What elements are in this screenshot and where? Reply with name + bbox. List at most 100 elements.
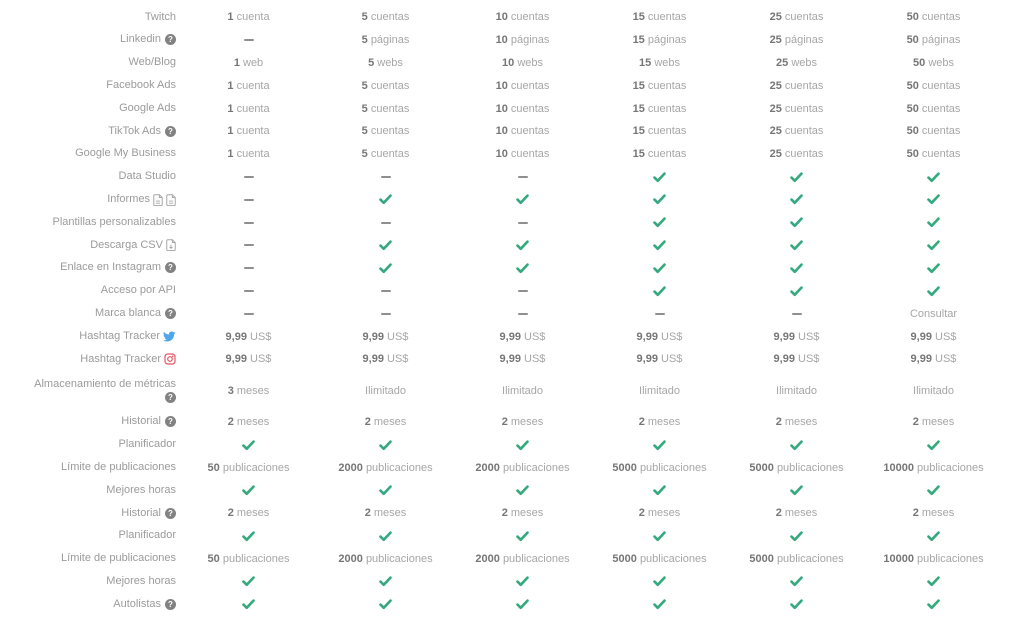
value-cell: [454, 217, 591, 229]
check-icon: [790, 576, 803, 587]
feature-label-text: Mejores horas: [106, 575, 176, 588]
cell-text: 9,99 US$: [773, 330, 820, 343]
value-cell: 50 cuentas: [865, 148, 1002, 160]
table-row: Límite de publicaciones 50 publicaciones 2…: [0, 548, 1002, 571]
cell-text: 25 páginas: [769, 34, 824, 47]
dash-icon: [243, 221, 254, 224]
value-cell: 2 meses: [728, 507, 865, 519]
value-cell: 2 meses: [180, 416, 317, 428]
cell-text: 50 webs: [913, 56, 954, 69]
value-cell: [180, 194, 317, 206]
cell-text: Ilimitado: [502, 384, 543, 397]
check-icon: [790, 217, 803, 228]
value-cell: 10 webs: [454, 57, 591, 69]
table-row: Acceso por API: [0, 280, 1002, 303]
value-cell: 9,99 US$: [180, 331, 317, 343]
value-cell: 5000 publicaciones: [728, 553, 865, 565]
value-cell: [591, 576, 728, 588]
value-cell: [180, 285, 317, 297]
value-cell: 10 cuentas: [454, 80, 591, 92]
check-icon: [379, 240, 392, 251]
value-cell: 2 meses: [865, 507, 1002, 519]
help-icon[interactable]: ?: [165, 598, 176, 610]
table-row: Informes: [0, 188, 1002, 211]
value-cell: 1 cuenta: [180, 125, 317, 137]
value-cell: 5 páginas: [317, 34, 454, 46]
check-icon: [927, 263, 940, 273]
table-row: Mejores horas: [0, 570, 1002, 593]
cell-text: 5 cuentas: [361, 125, 410, 138]
value-cell: [865, 171, 1002, 183]
value-cell: 9,99 US$: [317, 331, 454, 343]
table-row: Historial? 2 meses 2 meses 2 meses 2 meses 2 …: [0, 502, 1002, 525]
cell-text: 15 cuentas: [632, 148, 687, 161]
cell-text: 2 meses: [364, 416, 407, 429]
value-cell: 9,99 US$: [728, 331, 865, 343]
dash-icon: [517, 312, 528, 315]
cell-text: 1 cuenta: [227, 11, 270, 24]
cell-text: 1 cuenta: [227, 148, 270, 161]
value-cell: [317, 599, 454, 611]
value-cell: 1 cuenta: [180, 148, 317, 160]
value-cell: [317, 171, 454, 183]
check-icon: [790, 599, 803, 610]
feature-label: Enlace en Instagram?: [0, 261, 180, 274]
help-icon[interactable]: ?: [165, 308, 176, 320]
feature-label-text: Planificador: [118, 529, 176, 542]
twitter-icon: [163, 331, 176, 342]
value-cell: 2 meses: [454, 416, 591, 428]
cell-text: 10 cuentas: [495, 11, 550, 24]
value-cell: [317, 285, 454, 297]
help-icon[interactable]: ?: [165, 125, 176, 137]
help-icon[interactable]: ?: [165, 416, 176, 428]
value-cell: 2 meses: [728, 416, 865, 428]
cell-text: 2 meses: [227, 507, 270, 520]
value-cell: [865, 239, 1002, 251]
dash-icon: [243, 176, 254, 179]
check-icon: [790, 194, 803, 205]
value-cell: [728, 262, 865, 274]
cell-text: 1 cuenta: [227, 125, 270, 138]
feature-label: Linkedin?: [0, 33, 180, 46]
feature-label: Data Studio: [0, 170, 180, 183]
table-row: Web/Blog 1 web 5 webs 10 webs 15 webs 25 webs…: [0, 52, 1002, 75]
value-cell: 9,99 US$: [454, 331, 591, 343]
help-icon[interactable]: ?: [165, 507, 176, 519]
value-cell: [180, 217, 317, 229]
value-cell: Ilimitado: [728, 385, 865, 397]
cell-text: 50 cuentas: [906, 11, 961, 24]
feature-label-text: Almacenamiento de métricas: [34, 377, 176, 390]
cell-text: 2 meses: [775, 507, 818, 520]
cell-text: 25 cuentas: [769, 125, 824, 138]
cell-text: Ilimitado: [639, 384, 680, 397]
check-icon: [653, 485, 666, 496]
value-cell: 15 cuentas: [591, 11, 728, 23]
value-cell: [454, 439, 591, 451]
cell-text: 2 meses: [227, 416, 270, 429]
value-cell: [728, 485, 865, 497]
help-icon[interactable]: ?: [165, 34, 176, 46]
dash-icon: [380, 221, 391, 224]
check-icon: [653, 240, 666, 251]
value-cell: 15 cuentas: [591, 148, 728, 160]
value-cell: [317, 485, 454, 497]
dash-icon: [380, 290, 391, 293]
plan-comparison-table: Twitch 1 cuenta 5 cuentas 10 cuentas 15 cuen…: [0, 11, 1002, 611]
check-icon: [927, 439, 940, 450]
feature-label: Plantillas personalizables: [0, 216, 180, 229]
value-cell: [591, 171, 728, 183]
cell-text: 50 publicaciones: [207, 552, 290, 565]
cell-text: 5000 publicaciones: [612, 461, 707, 474]
check-icon: [927, 485, 940, 496]
value-cell: 15 cuentas: [591, 125, 728, 137]
check-icon: [516, 194, 529, 205]
value-cell: 15 cuentas: [591, 103, 728, 115]
help-icon[interactable]: ?: [165, 391, 176, 403]
value-cell: [591, 485, 728, 497]
value-cell: [180, 576, 317, 588]
help-icon[interactable]: ?: [165, 262, 176, 274]
value-cell: [591, 285, 728, 297]
cell-text: 15 cuentas: [632, 79, 687, 92]
table-row: Límite de publicaciones 50 publicaciones 2…: [0, 456, 1002, 479]
table-row: TikTok Ads? 1 cuenta 5 cuentas 10 cuentas 15…: [0, 120, 1002, 143]
